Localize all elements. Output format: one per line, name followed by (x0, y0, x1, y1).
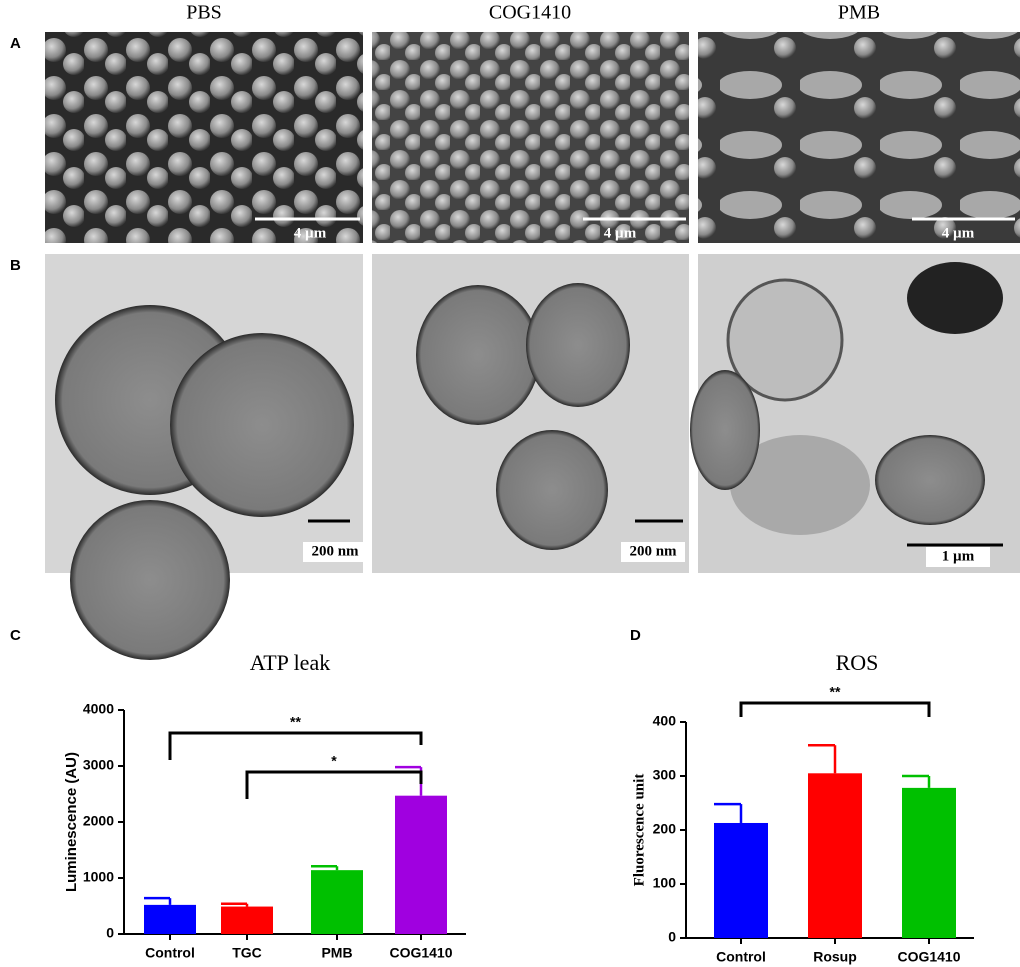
significance-bracket (245, 770, 423, 799)
y-tick-label: 3000 (83, 757, 114, 773)
y-tick-label: 0 (106, 925, 114, 941)
tem-image (372, 254, 689, 573)
x-tick-label: COG1410 (389, 945, 452, 961)
significance-label: ** (830, 684, 841, 700)
chart-title: ROS (836, 650, 879, 675)
bar (395, 795, 447, 934)
bar (144, 904, 196, 934)
scale-label: 200 nm (629, 543, 677, 559)
panel-label: D (630, 627, 641, 644)
x-tick-label: TGC (232, 945, 262, 961)
chart-title: ATP leak (250, 650, 330, 675)
scale-label-bg (926, 547, 990, 567)
panel-label: A (10, 35, 21, 52)
scale-label-bg (621, 542, 685, 562)
tem-image (690, 254, 1020, 573)
scale-label: 200 nm (311, 543, 359, 559)
y-tick-label: 0 (668, 929, 676, 945)
significance-label: * (331, 753, 337, 769)
column-header: PMB (838, 2, 880, 24)
sem-image (698, 32, 1020, 243)
sem-image (372, 32, 689, 243)
y-tick-label: 4000 (83, 701, 114, 717)
panel-label: C (10, 627, 21, 644)
tem-image (45, 254, 363, 660)
scale-label: 4 µm (604, 225, 637, 241)
y-tick-label: 200 (653, 821, 677, 837)
column-header: COG1410 (489, 2, 571, 24)
y-tick-label: 1000 (83, 869, 114, 885)
bar (902, 787, 956, 938)
significance-label: ** (290, 714, 301, 730)
x-tick-label: Rosup (813, 949, 857, 965)
bar (714, 822, 768, 938)
y-tick-label: 300 (653, 767, 677, 783)
x-tick-label: Control (716, 949, 766, 965)
y-axis-label: Fluorescence unit (631, 774, 647, 887)
significance-bracket (739, 701, 931, 717)
column-header: PBS (186, 2, 222, 24)
sem-image (45, 32, 363, 243)
bar (311, 870, 363, 934)
scale-label: 1 µm (942, 548, 975, 564)
panel-label: B (10, 257, 21, 274)
scale-label-bg (303, 542, 367, 562)
y-axis-label: Luminescence (AU) (63, 752, 80, 892)
x-tick-label: PMB (321, 945, 352, 961)
x-tick-label: COG1410 (897, 949, 960, 965)
scale-label: 4 µm (294, 225, 327, 241)
x-tick-label: Control (145, 945, 195, 961)
y-tick-label: 400 (653, 713, 677, 729)
scale-label: 4 µm (942, 225, 975, 241)
bar (808, 773, 862, 938)
y-tick-label: 100 (653, 875, 677, 891)
bar (221, 906, 273, 934)
significance-bracket (168, 731, 423, 760)
y-tick-label: 2000 (83, 813, 114, 829)
